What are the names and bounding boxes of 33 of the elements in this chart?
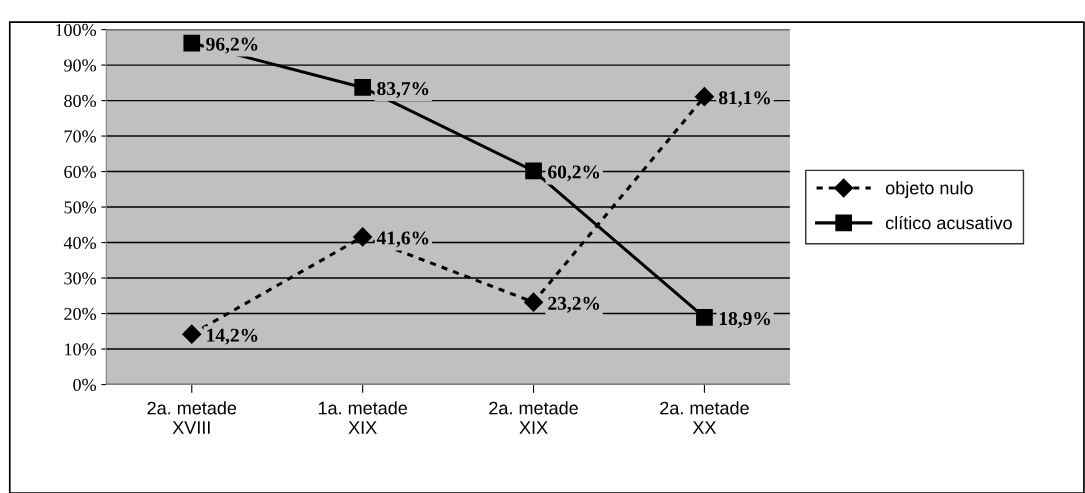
data-label: 14,2% [207,328,258,345]
x-tick-label: 2a. metade XX [660,401,749,434]
x-tick-label: 2a. metade XIX [489,401,578,434]
x-tick-label: 1a. metade XIX [318,401,408,434]
data-label: 41,6% [376,231,429,248]
y-tick-label: 0% [73,378,96,392]
y-tick-label: 70% [64,130,96,143]
data-label: 81,1% [718,91,770,108]
point [354,79,371,96]
data-label: 83,7% [377,81,429,98]
point [525,162,542,180]
point [353,227,373,247]
legend-label: objeto nulo [885,181,973,199]
data-label: 96,2% [206,37,258,54]
x-tick-label: 2a. metade XVIII [147,401,237,434]
data-label: 23,2% [548,296,600,313]
y-tick-label: 50% [64,201,96,214]
point [696,309,713,326]
y-tick-label: 80% [64,94,96,108]
point [182,324,202,344]
y-tick-label: 30% [64,272,96,285]
point [183,34,201,52]
y-tick-label: 90% [64,59,96,72]
y-tick-label: 40% [63,236,96,250]
legend-label: clítico acusativo [885,215,1012,230]
data-label: 60,2% [548,165,600,182]
y-tick-label: 60% [64,165,96,179]
point [524,292,544,312]
data-label: 18,9% [719,311,770,328]
y-tick-label: 20% [64,307,96,321]
y-tick-label: 100% [56,23,96,37]
point [694,87,714,107]
y-tick-label: 10% [65,343,96,356]
